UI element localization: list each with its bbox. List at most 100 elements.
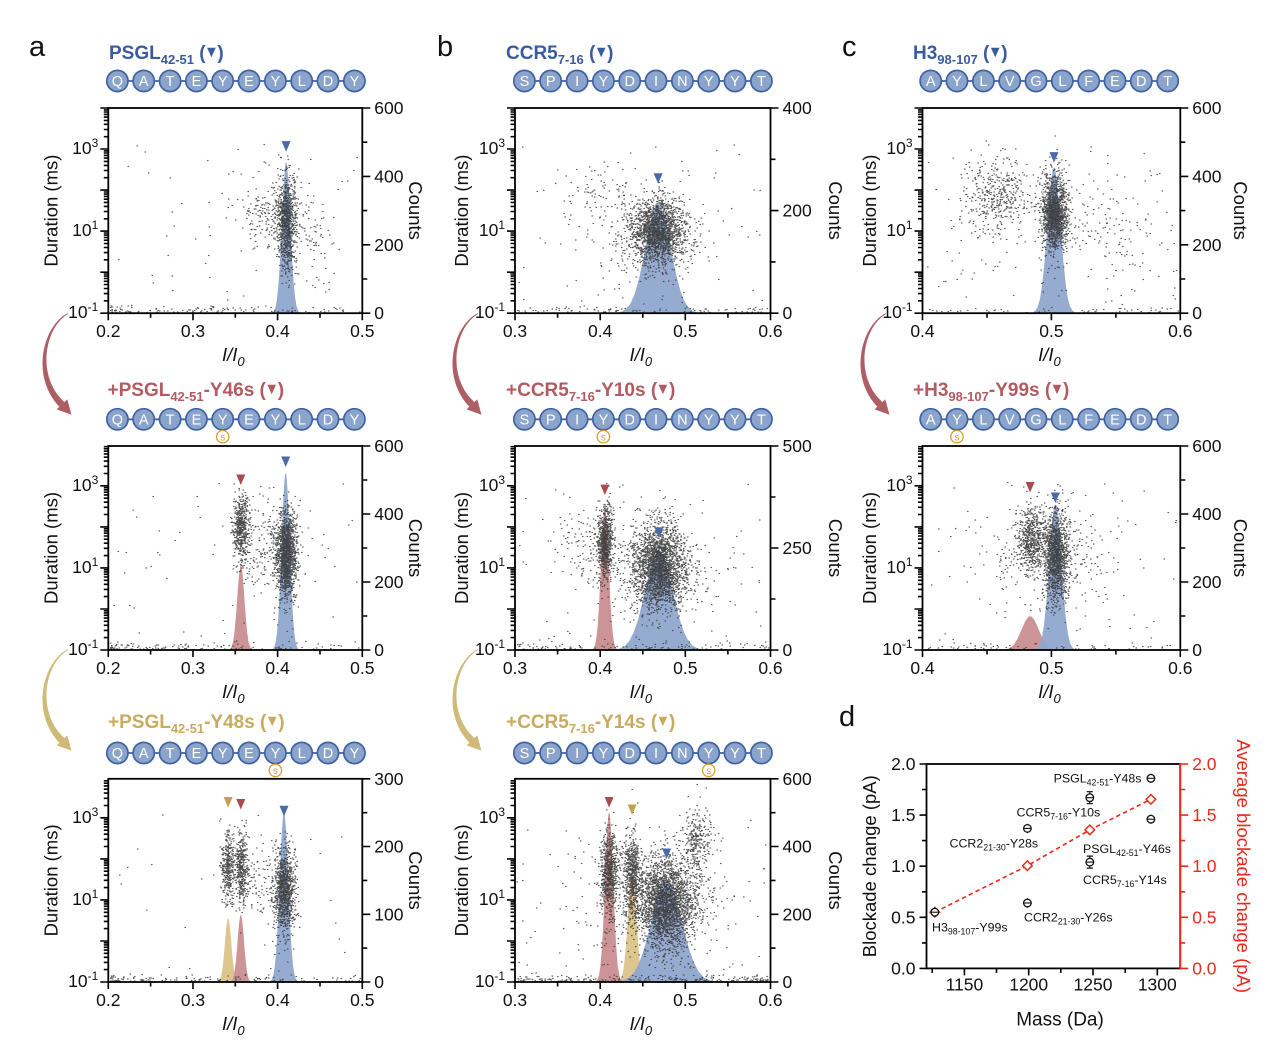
- svg-text:250: 250: [783, 538, 812, 558]
- svg-text:s: s: [955, 432, 960, 443]
- svg-text:c: c: [842, 31, 857, 63]
- svg-text:Y: Y: [599, 413, 609, 429]
- svg-text:Counts: Counts: [825, 519, 846, 578]
- svg-text:0.5: 0.5: [673, 658, 697, 678]
- svg-text:PSGL42-51-Y48s: PSGL42-51-Y48s: [1054, 772, 1142, 788]
- svg-text:200: 200: [374, 837, 403, 857]
- svg-text:T: T: [757, 746, 766, 762]
- svg-text:0.4: 0.4: [265, 658, 290, 678]
- svg-text:400: 400: [1192, 166, 1221, 186]
- svg-text:L: L: [979, 413, 987, 429]
- svg-text:V: V: [1005, 74, 1015, 90]
- svg-text:PSGL42-51-Y46s: PSGL42-51-Y46s: [1083, 842, 1171, 858]
- svg-text:Duration (ms): Duration (ms): [859, 155, 880, 267]
- svg-text:E: E: [192, 746, 202, 762]
- svg-text:200: 200: [1192, 572, 1221, 592]
- svg-text:N: N: [677, 74, 687, 90]
- svg-text:0.5: 0.5: [1192, 907, 1216, 927]
- svg-text:Y: Y: [271, 74, 281, 90]
- svg-text:S: S: [520, 413, 530, 429]
- svg-text:I: I: [654, 413, 658, 429]
- svg-text:Y: Y: [271, 746, 281, 762]
- svg-text:0.3: 0.3: [181, 990, 205, 1010]
- svg-text:Y: Y: [271, 413, 281, 429]
- svg-text:0.4: 0.4: [588, 321, 613, 341]
- svg-text:a: a: [29, 31, 46, 63]
- svg-text:0.0: 0.0: [891, 958, 916, 978]
- svg-text:300: 300: [374, 769, 403, 789]
- svg-text:s: s: [273, 766, 278, 777]
- svg-text:0.3: 0.3: [503, 658, 527, 678]
- svg-text:A: A: [926, 413, 936, 429]
- svg-text:E: E: [244, 746, 254, 762]
- svg-text:I: I: [654, 74, 658, 90]
- svg-text:b: b: [437, 31, 453, 63]
- svg-text:T: T: [1163, 413, 1172, 429]
- svg-text:A: A: [926, 74, 936, 90]
- svg-text:0: 0: [374, 972, 384, 992]
- svg-text:1.5: 1.5: [891, 805, 915, 825]
- svg-text:0: 0: [374, 640, 384, 660]
- svg-text:L: L: [298, 746, 306, 762]
- svg-text:0.3: 0.3: [181, 321, 205, 341]
- svg-text:0.4: 0.4: [588, 658, 613, 678]
- svg-text:Counts: Counts: [825, 851, 846, 910]
- svg-text:P: P: [546, 74, 556, 90]
- svg-text:0.6: 0.6: [1168, 321, 1192, 341]
- svg-text:+H398-107-Y99s (): +H398-107-Y99s (): [913, 380, 1069, 404]
- svg-text:+PSGL42-51-Y46s (): +PSGL42-51-Y46s (): [108, 380, 285, 404]
- svg-text:Mass (Da): Mass (Da): [1016, 1009, 1104, 1030]
- svg-text:0.3: 0.3: [503, 321, 527, 341]
- svg-text:L: L: [298, 413, 306, 429]
- svg-text:2.0: 2.0: [891, 754, 916, 774]
- svg-text:P: P: [546, 413, 556, 429]
- svg-text:1200: 1200: [1009, 974, 1048, 994]
- svg-text:N: N: [677, 746, 687, 762]
- svg-text:600: 600: [1192, 436, 1221, 456]
- svg-text:Y: Y: [730, 746, 740, 762]
- svg-text:Counts: Counts: [825, 181, 846, 240]
- svg-text:0.5: 0.5: [891, 907, 915, 927]
- svg-text:500: 500: [783, 436, 812, 456]
- svg-text:Q: Q: [112, 74, 123, 90]
- svg-text:Y: Y: [218, 413, 228, 429]
- svg-text:200: 200: [374, 572, 403, 592]
- svg-text:F: F: [1084, 74, 1093, 90]
- svg-text:1150: 1150: [946, 974, 984, 994]
- svg-text:600: 600: [374, 98, 403, 118]
- svg-text:0.0: 0.0: [1192, 958, 1217, 978]
- svg-text:T: T: [1163, 74, 1172, 90]
- svg-text:s: s: [706, 766, 711, 777]
- svg-text:+CCR57-16-Y10s (): +CCR57-16-Y10s (): [506, 380, 675, 404]
- svg-text:s: s: [601, 432, 606, 443]
- svg-text:S: S: [520, 746, 530, 762]
- svg-text:T: T: [166, 74, 175, 90]
- svg-text:Counts: Counts: [1230, 519, 1251, 578]
- svg-text:Duration (ms): Duration (ms): [451, 824, 472, 936]
- svg-text:I: I: [654, 746, 658, 762]
- svg-text:I: I: [575, 746, 579, 762]
- svg-text:Duration (ms): Duration (ms): [41, 824, 62, 936]
- svg-text:T: T: [166, 413, 175, 429]
- svg-text:400: 400: [783, 98, 812, 118]
- svg-text:Counts: Counts: [405, 851, 426, 910]
- svg-text:200: 200: [374, 235, 403, 255]
- svg-text:200: 200: [783, 904, 812, 924]
- svg-text:0.5: 0.5: [1039, 658, 1063, 678]
- svg-text:G: G: [1030, 413, 1041, 429]
- svg-text:Duration (ms): Duration (ms): [859, 492, 880, 604]
- svg-text:d: d: [839, 701, 855, 733]
- svg-text:200: 200: [783, 201, 812, 221]
- svg-text:T: T: [166, 746, 175, 762]
- svg-text:400: 400: [783, 837, 812, 857]
- svg-text:1.0: 1.0: [891, 856, 916, 876]
- svg-text:F: F: [1084, 413, 1093, 429]
- svg-text:0.6: 0.6: [758, 658, 782, 678]
- svg-text:I: I: [575, 413, 579, 429]
- svg-text:1.0: 1.0: [1192, 856, 1217, 876]
- svg-text:E: E: [1110, 74, 1120, 90]
- svg-text:G: G: [1030, 74, 1041, 90]
- svg-text:Y: Y: [599, 746, 609, 762]
- svg-text:Y: Y: [218, 746, 228, 762]
- svg-text:Y: Y: [704, 413, 714, 429]
